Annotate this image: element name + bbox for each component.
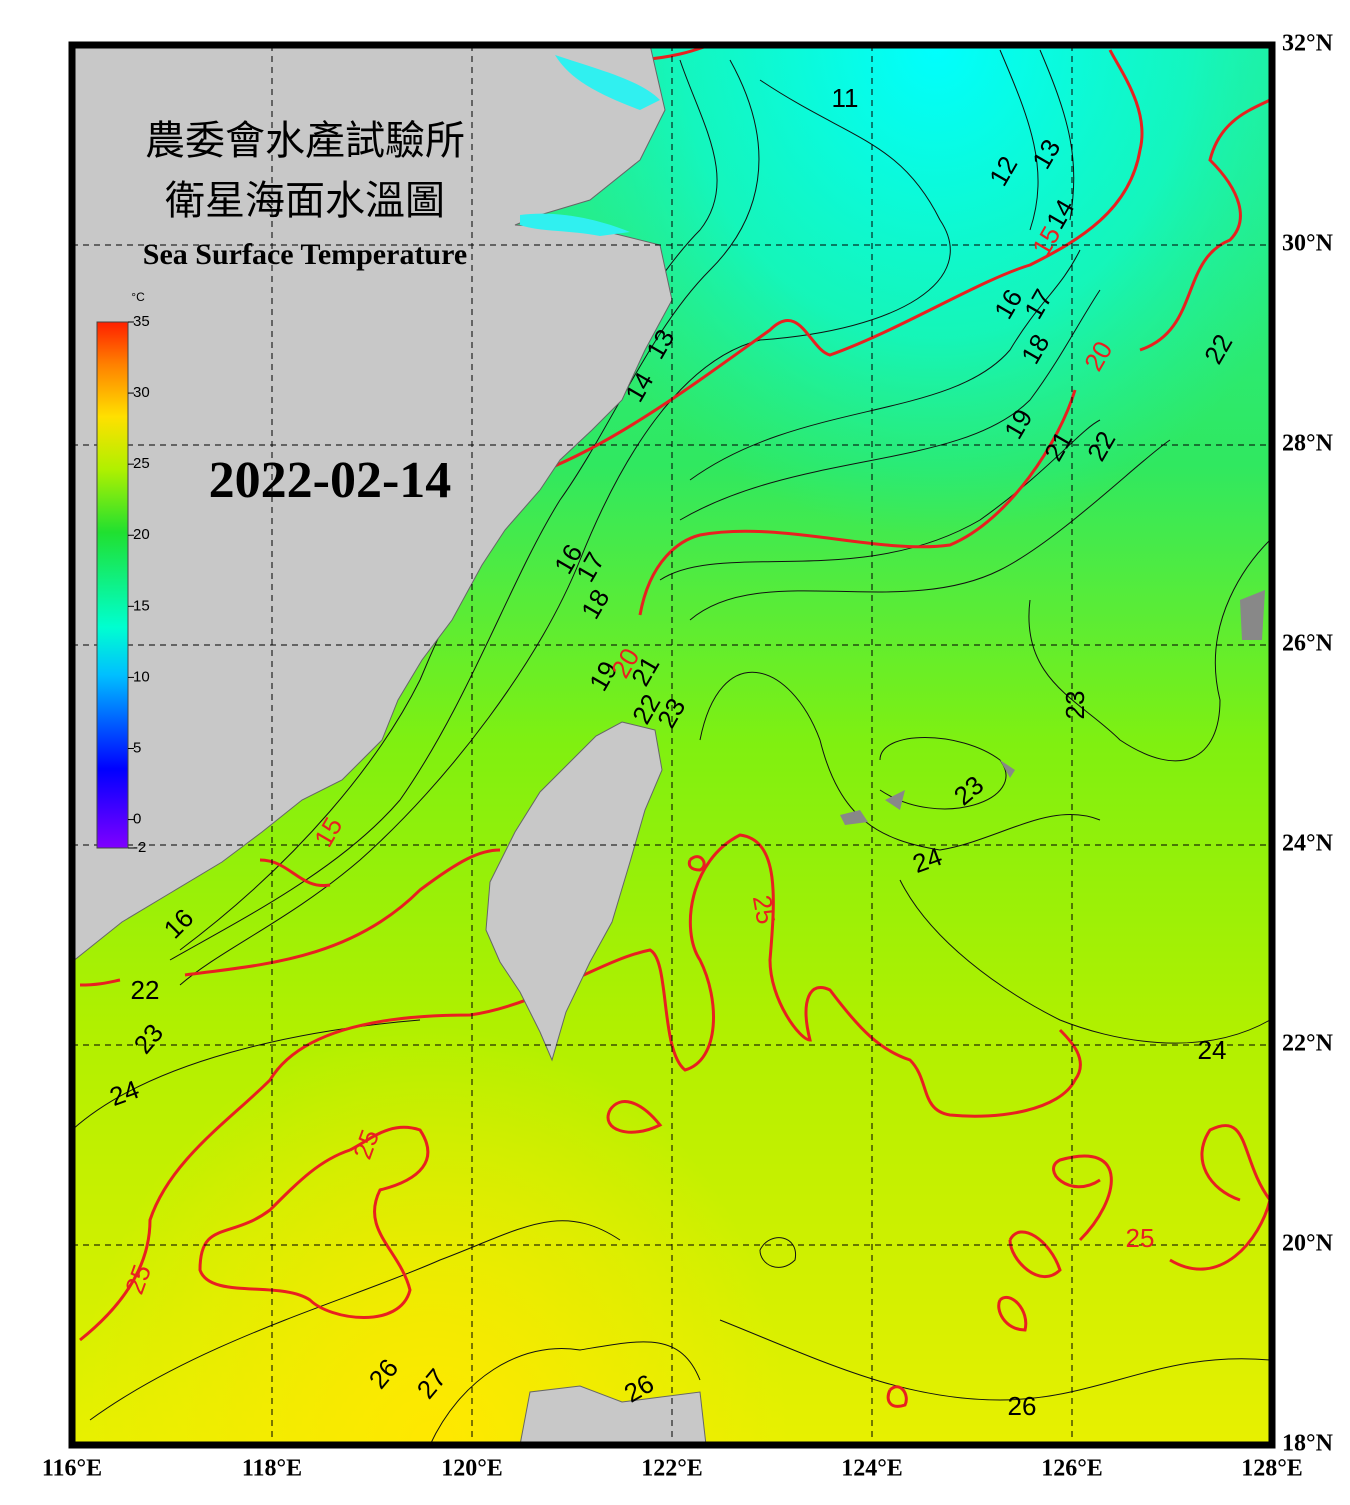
colorbar-tick-label: -2	[133, 839, 146, 856]
colorbar-tick-label: 15	[133, 597, 150, 614]
isotherm	[89, 1220, 621, 1421]
colorbar-unit: °C	[131, 290, 145, 304]
isotherm	[429, 1341, 701, 1445]
lon-label: 124°E	[841, 1456, 903, 1482]
isotherm	[999, 49, 1039, 231]
isotherm	[699, 671, 1101, 851]
map-frame	[68, 41, 1276, 1449]
colorbar-ticks: 35 30 25 20 15 10 5 0 -2	[128, 313, 150, 856]
lat-label: 26°N	[1282, 631, 1334, 657]
lon-label: 126°E	[1041, 1456, 1103, 1482]
contour-label: 23	[1060, 691, 1090, 720]
isotherm-major	[606, 1100, 663, 1134]
lon-label: 120°E	[441, 1456, 503, 1482]
isotherm-major	[687, 855, 706, 872]
colorbar	[96, 321, 129, 849]
lat-label: 22°N	[1282, 1031, 1334, 1057]
contour-label: 25	[747, 893, 782, 927]
isotherm-major	[886, 1385, 908, 1408]
colorbar-tick-label: 30	[133, 384, 150, 401]
lat-label: 24°N	[1282, 831, 1334, 857]
lon-label: 122°E	[641, 1456, 703, 1482]
isotherm-major	[639, 45, 720, 62]
isotherm	[1028, 539, 1271, 762]
isotherm-major	[638, 389, 1077, 616]
contour-label: 25	[1126, 1223, 1155, 1253]
isotherms-major	[79, 45, 1272, 1408]
land-taiwan	[485, 721, 663, 1062]
isotherm	[169, 59, 760, 961]
lat-label: 30°N	[1282, 231, 1334, 257]
isotherm-major	[997, 1296, 1028, 1332]
graticule	[72, 45, 1272, 1445]
isotherm-major	[544, 49, 1144, 472]
isotherm-major	[79, 978, 121, 987]
contour-label: 22	[131, 975, 160, 1005]
lat-label: 32°N	[1282, 31, 1334, 57]
axis-labels: 116°E 118°E 120°E 122°E 124°E 126°E 128°E18°N 2…	[42, 31, 1334, 1482]
isotherm-major	[198, 1125, 430, 1319]
title-en: Sea Surface Temperature	[143, 238, 467, 271]
isotherm	[689, 439, 1171, 621]
date: 2022-02-14	[209, 452, 452, 509]
land-luzon	[519, 1385, 707, 1445]
isotherms	[72, 49, 1271, 1445]
isotherm	[659, 419, 1101, 581]
colorbar-tick-label: 10	[133, 668, 150, 685]
isotherm-major	[184, 848, 501, 977]
lat-label: 20°N	[1282, 1231, 1334, 1257]
isotherm	[719, 1319, 1271, 1401]
colorbar-tick-label: 5	[133, 739, 141, 756]
estuary	[555, 55, 660, 110]
lat-label: 18°N	[1282, 1431, 1334, 1457]
colorbar-tick-label: 20	[133, 526, 150, 543]
isotherm	[759, 1237, 796, 1268]
isotherm-major	[1008, 1230, 1062, 1278]
contour-label: 24	[1198, 1035, 1227, 1065]
contour-label: 26	[1008, 1391, 1037, 1421]
isotherm-major	[1052, 1154, 1113, 1242]
isotherm-major	[1169, 1123, 1272, 1271]
lat-label: 28°N	[1282, 431, 1334, 457]
lon-label: 128°E	[1241, 1456, 1303, 1482]
lon-label: 118°E	[242, 1456, 302, 1482]
isotherm-major	[1139, 98, 1271, 352]
contour-label: 11	[832, 83, 859, 113]
isotherm	[72, 1019, 421, 1131]
isotherm-major	[259, 858, 331, 888]
isotherm	[1039, 49, 1075, 221]
land-china	[72, 45, 673, 963]
isotherm-major	[79, 833, 1082, 1342]
colorbar-tick-label: 0	[133, 811, 141, 828]
title-zh-1: 農委會水產試驗所	[145, 118, 465, 163]
title-zh-2: 衛星海面水溫圖	[165, 178, 445, 223]
isotherm	[179, 79, 951, 986]
isotherm	[689, 249, 1081, 481]
colorbar-tick-label: 25	[133, 455, 150, 472]
colorbar-tick-label: 35	[133, 313, 150, 330]
estuary	[520, 213, 630, 236]
isotherm	[899, 879, 1271, 1044]
isotherm	[679, 289, 1101, 521]
lon-label: 116°E	[42, 1456, 102, 1482]
